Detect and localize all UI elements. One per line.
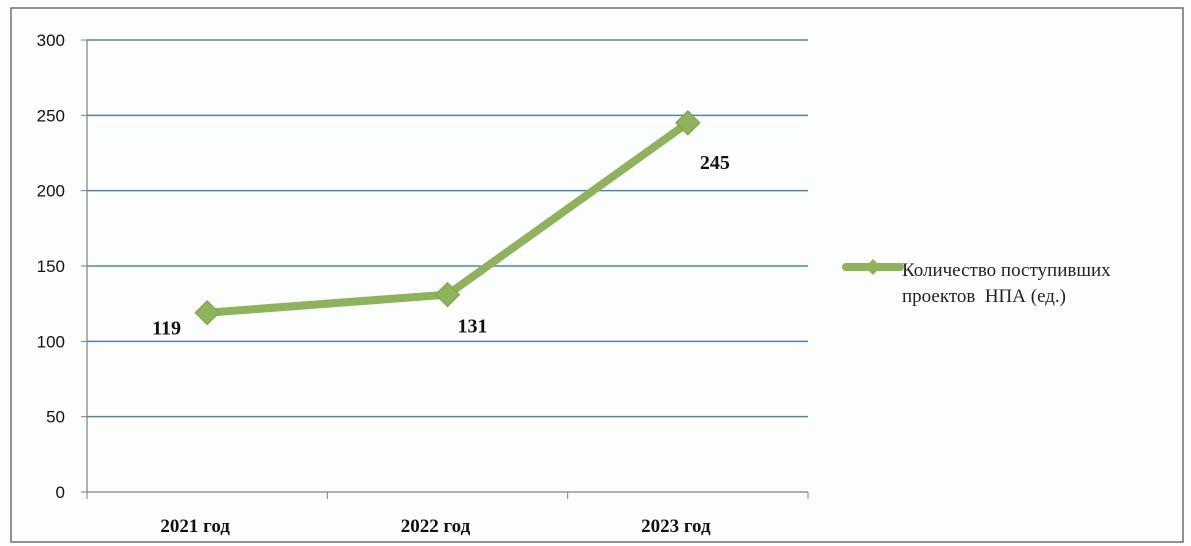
data-point-marker [675, 110, 701, 136]
series-layer [194, 110, 701, 326]
x-tick-label: 2022 год [401, 516, 471, 537]
gridlines [87, 39, 808, 418]
data-point-marker [194, 299, 220, 326]
y-axis-tick-labels: 0 50 100 150 200 250 300 [37, 31, 65, 502]
legend-marker-diamond [865, 259, 881, 275]
chart-border [10, 7, 1184, 543]
legend-marker [842, 259, 904, 275]
y-tick-label: 300 [37, 31, 65, 50]
data-point-marker [434, 281, 461, 308]
data-label: 245 [700, 152, 730, 174]
legend-series-label: Количество поступивших проектов НПА (ед.… [902, 260, 1116, 307]
axes [81, 39, 809, 499]
y-tick-label: 50 [46, 408, 65, 427]
y-tick-label: 250 [37, 106, 65, 125]
data-labels: 119 131 245 [152, 152, 730, 340]
x-axis-tick-labels: 2021 год 2022 год 2023 год [160, 516, 711, 537]
x-tick-label: 2023 год [641, 516, 711, 537]
data-label: 131 [458, 316, 488, 338]
data-label: 119 [152, 318, 181, 340]
x-tick-label: 2021 год [160, 516, 230, 537]
y-tick-label: 0 [56, 483, 65, 502]
y-tick-label: 150 [37, 257, 65, 276]
y-tick-label: 100 [37, 332, 65, 351]
y-tick-label: 200 [37, 182, 65, 201]
